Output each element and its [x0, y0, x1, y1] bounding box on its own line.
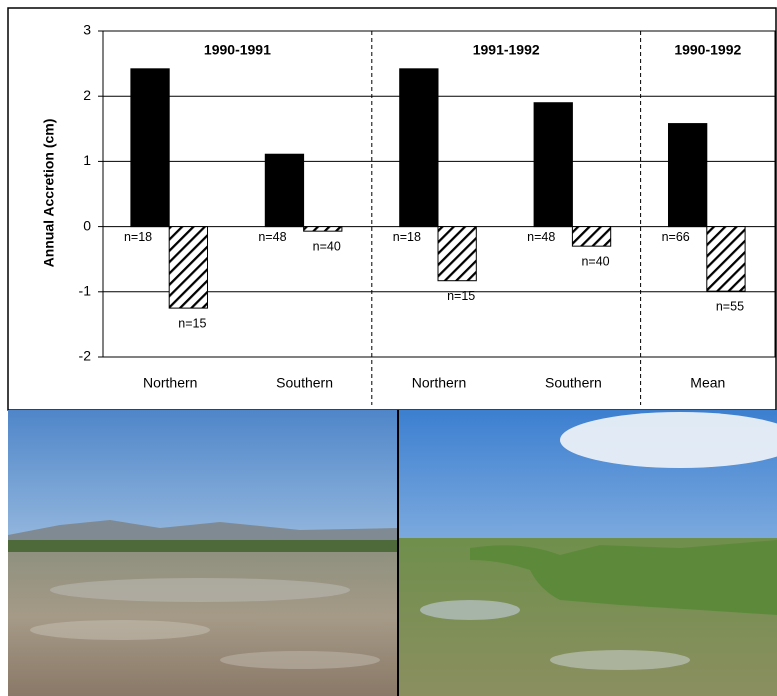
photo-right — [398, 410, 777, 696]
x-tick-label: Northern — [412, 375, 466, 391]
group-label: 1991-1992 — [473, 42, 540, 58]
sample-size-label: n=48 — [258, 230, 286, 244]
sample-size-label: n=18 — [124, 230, 152, 244]
x-tick-label: Southern — [545, 375, 602, 391]
group-label: 1990-1992 — [674, 42, 741, 58]
bar — [169, 227, 207, 309]
group-label: 1990-1991 — [204, 42, 271, 58]
y-tick-label: -1 — [79, 283, 92, 299]
sample-size-label: n=55 — [716, 299, 744, 313]
bar — [572, 227, 610, 247]
y-tick-label: 2 — [83, 87, 91, 103]
x-tick-label: Mean — [690, 375, 725, 391]
bar — [438, 227, 476, 281]
figure: Annual Accretion (cm) -2 -1 0 1 2 3 1990-1991 1… — [0, 0, 777, 696]
x-tick-label: Northern — [143, 375, 197, 391]
photo-left — [8, 410, 398, 696]
bar — [668, 124, 706, 227]
bar — [265, 154, 303, 226]
y-tick-label: -2 — [79, 348, 92, 364]
bar — [400, 69, 438, 227]
sample-size-label: n=48 — [527, 230, 555, 244]
bar — [707, 227, 745, 292]
bar — [304, 227, 342, 232]
x-tick-label: Southern — [276, 375, 333, 391]
sample-size-label: n=15 — [178, 316, 206, 330]
sample-size-label: n=18 — [393, 230, 421, 244]
sample-size-label: n=66 — [662, 230, 690, 244]
y-axis-label: Annual Accretion (cm) — [41, 119, 57, 268]
bar — [131, 69, 169, 227]
y-tick-label: 0 — [83, 217, 91, 233]
y-tick-label: 3 — [83, 22, 91, 38]
y-tick-label: 1 — [83, 152, 91, 168]
chart-frame — [8, 8, 776, 410]
bar — [534, 103, 572, 227]
sample-size-label: n=40 — [581, 254, 609, 268]
page: {"chart_data": {"type": "bar", "y_label"… — [0, 0, 777, 696]
sample-size-label: n=40 — [313, 239, 341, 253]
sample-size-label: n=15 — [447, 289, 475, 303]
